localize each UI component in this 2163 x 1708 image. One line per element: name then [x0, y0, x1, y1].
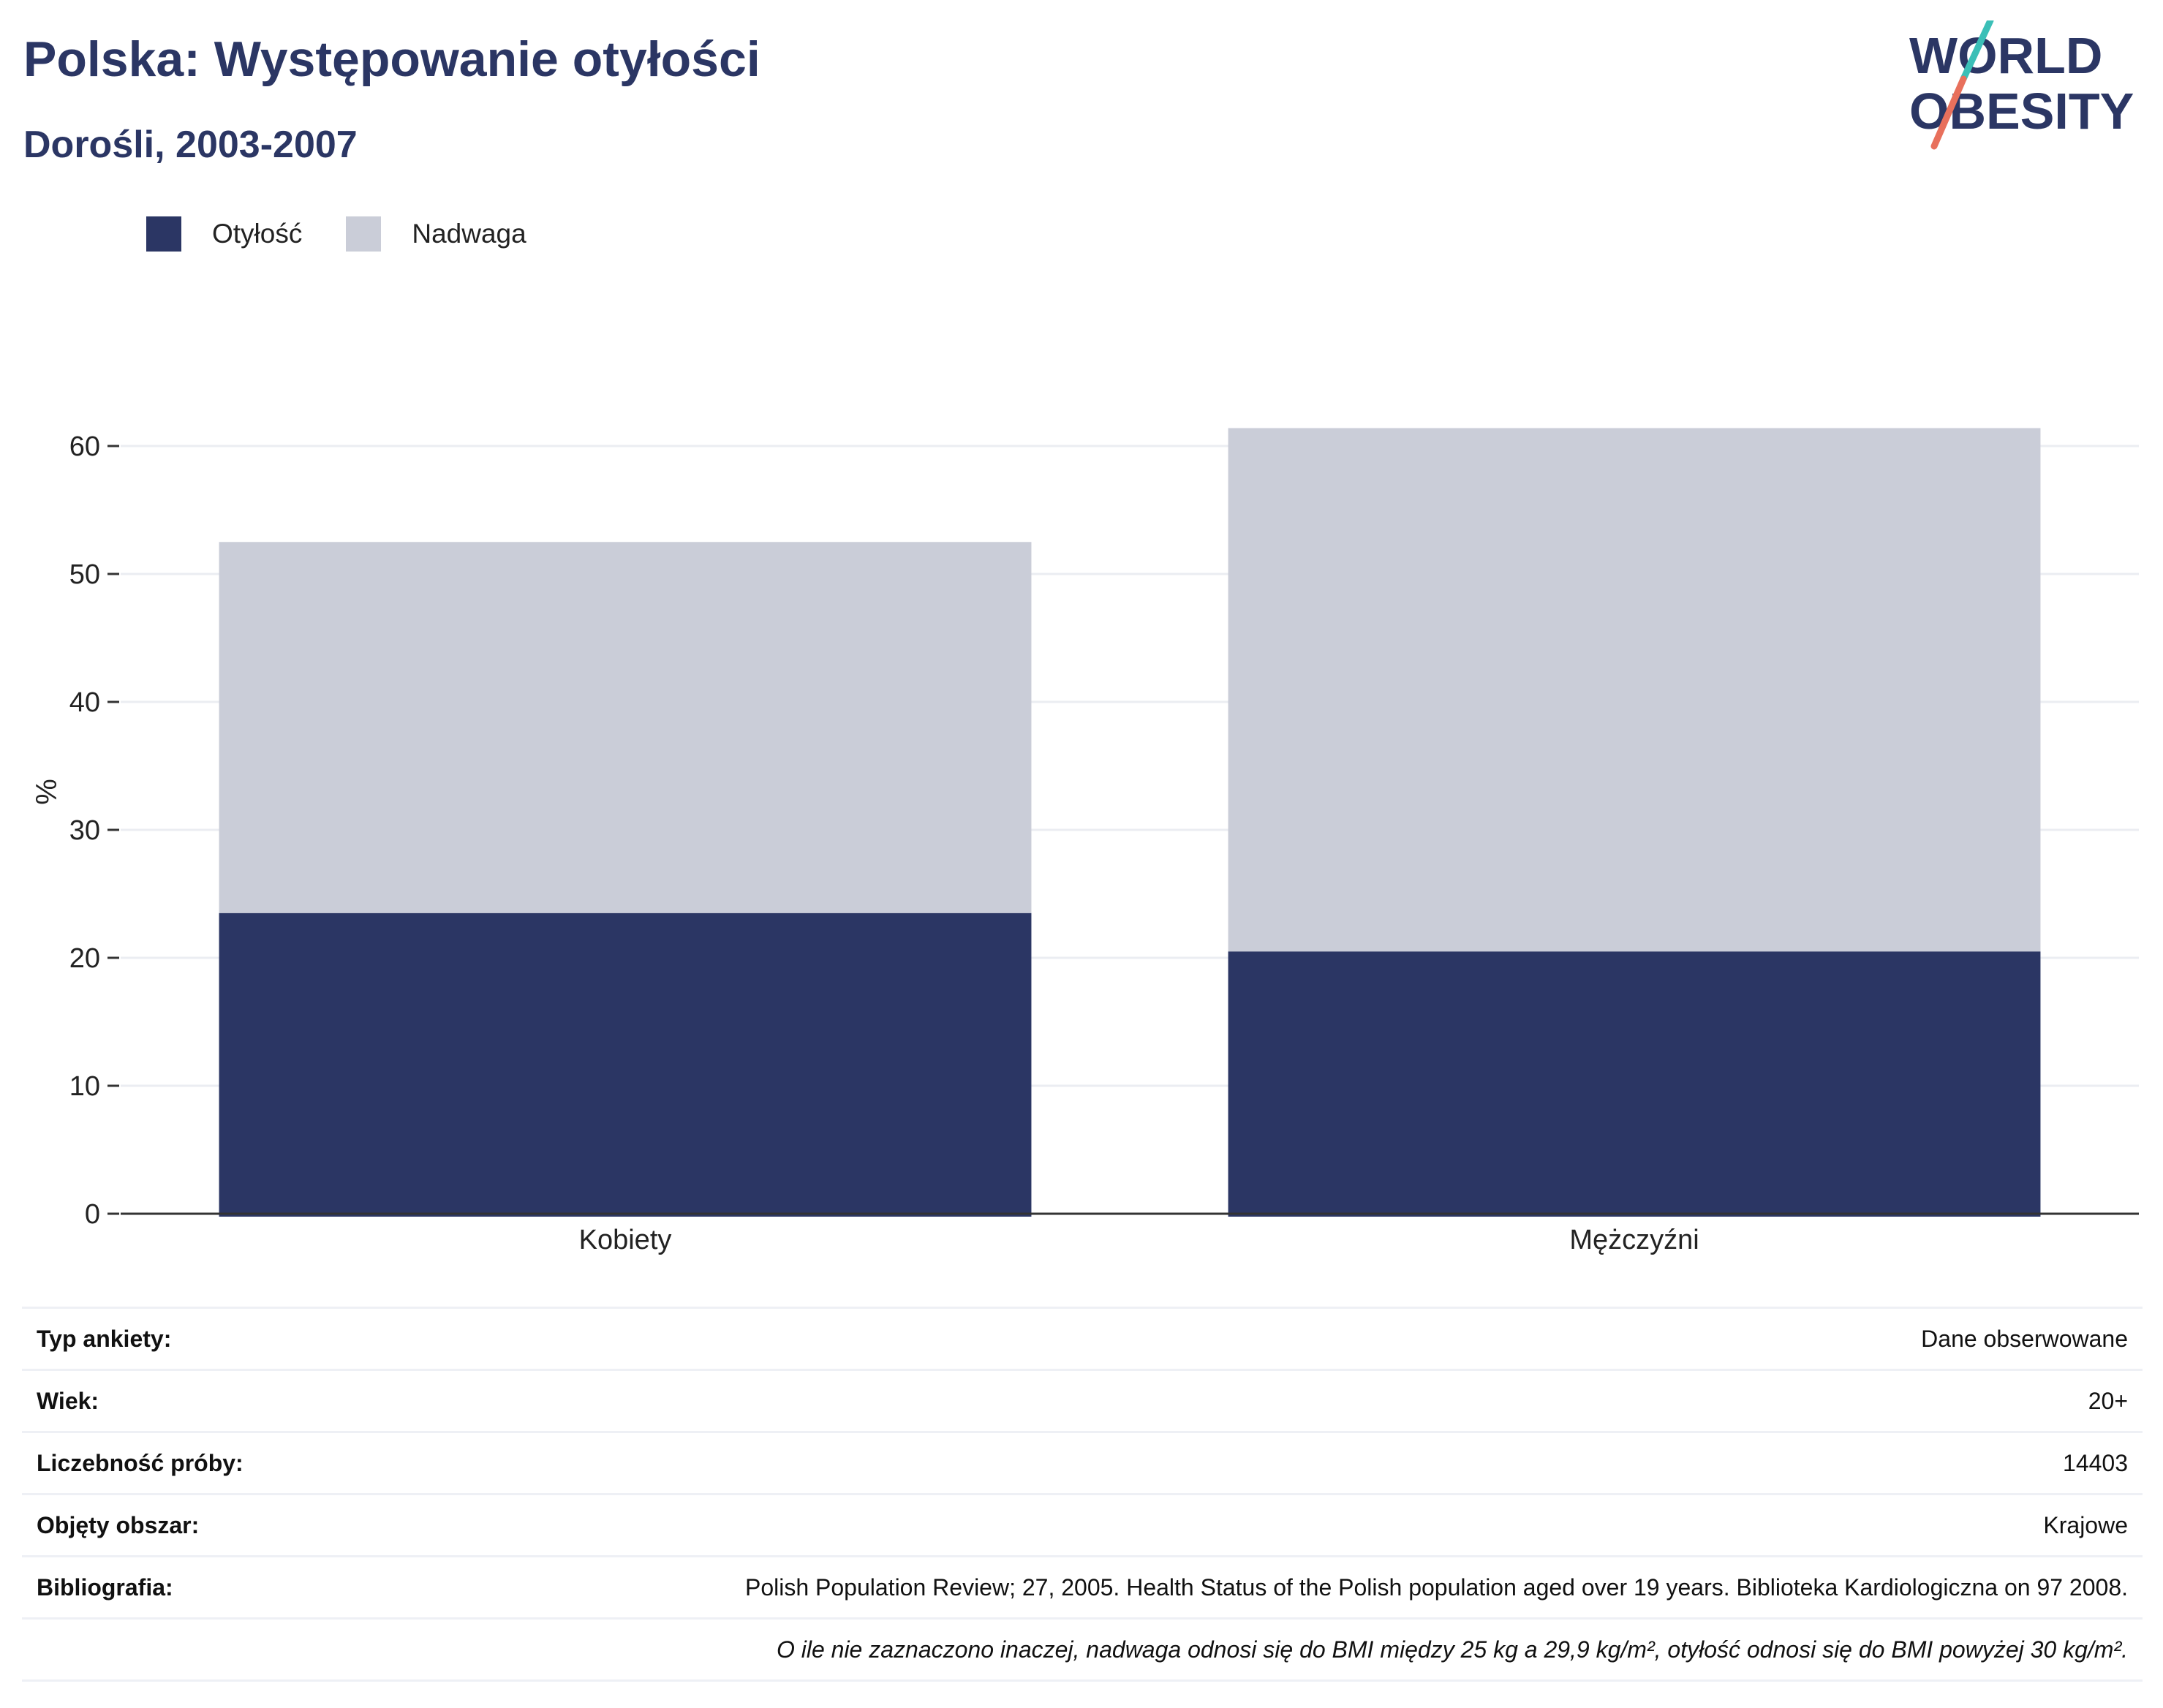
info-label-sample-size: Liczebność próby:: [22, 1431, 358, 1494]
chart-title: Polska: Występowanie otyłości: [23, 31, 760, 87]
world-obesity-logo: WORLD OBESITY: [1909, 20, 2134, 150]
x-tick-label-0: Kobiety: [579, 1225, 672, 1255]
legend-label-overweight: Nadwaga: [412, 219, 526, 249]
info-note-spacer: [22, 1617, 358, 1682]
info-value-age: 20+: [358, 1369, 2143, 1432]
chart-subtitle: Dorośli, 2003-2007: [23, 124, 358, 166]
table-row: Bibliografia: Polish Population Review; …: [22, 1555, 2143, 1619]
table-row: Typ ankiety: Dane obserwowane: [22, 1307, 2143, 1370]
survey-info-table: Typ ankiety: Dane obserwowane Wiek: 20+ …: [22, 1307, 2143, 1682]
bar-overweight-1: [1228, 428, 2041, 952]
legend-item-obesity[interactable]: Otyłość: [146, 216, 302, 252]
info-value-sample-size: 14403: [358, 1431, 2143, 1494]
bar-obesity-0: [219, 912, 1032, 1217]
y-tick-label-0: 0: [85, 1199, 100, 1230]
table-row: Wiek: 20+: [22, 1369, 2143, 1432]
table-row: O ile nie zaznaczono inaczej, nadwaga od…: [22, 1617, 2143, 1682]
logo-slash-bottom: [1930, 75, 1967, 150]
table-row: Objęty obszar: Krajowe: [22, 1493, 2143, 1557]
logo-slash-top: [1960, 20, 1994, 83]
axes: 0 10 20 30 40 50 60 Kobiety Mężczyźni: [69, 431, 2139, 1255]
y-tick-label-20: 20: [69, 943, 100, 974]
info-label-area: Objęty obszar:: [22, 1493, 358, 1557]
info-label-bibliography: Bibliografia:: [22, 1555, 358, 1619]
logo-text-world: WORLD: [1909, 27, 2102, 84]
y-tick-label-30: 30: [69, 815, 100, 846]
info-note: O ile nie zaznaczono inaczej, nadwaga od…: [358, 1617, 2143, 1682]
info-value-survey-type: Dane obserwowane: [358, 1307, 2143, 1370]
info-label-age: Wiek:: [22, 1369, 358, 1432]
bar-overweight-0: [219, 542, 1032, 913]
y-tick-label-40: 40: [69, 687, 100, 718]
x-tick-label-1: Mężczyźni: [1569, 1225, 1699, 1255]
info-value-bibliography: Polish Population Review; 27, 2005. Heal…: [358, 1555, 2143, 1619]
legend-label-obesity: Otyłość: [212, 219, 303, 249]
info-label-survey-type: Typ ankiety:: [22, 1307, 358, 1370]
info-value-area: Krajowe: [358, 1493, 2143, 1557]
y-tick-label-10: 10: [69, 1071, 100, 1102]
bars: [219, 428, 2041, 1217]
stacked-bar-chart: 0 10 20 30 40 50 60 Kobiety Mężczyźni %: [31, 428, 2139, 1255]
table-row: Liczebność próby: 14403: [22, 1431, 2143, 1494]
y-axis-label: %: [31, 779, 63, 805]
y-tick-label-50: 50: [69, 559, 100, 590]
legend-swatch-obesity: [146, 216, 181, 252]
y-tick-label-60: 60: [69, 431, 100, 462]
chart-legend: Otyłość Nadwaga: [146, 216, 570, 252]
bar-obesity-1: [1228, 951, 2041, 1217]
legend-item-overweight[interactable]: Nadwaga: [346, 216, 526, 252]
legend-swatch-overweight: [346, 216, 382, 252]
